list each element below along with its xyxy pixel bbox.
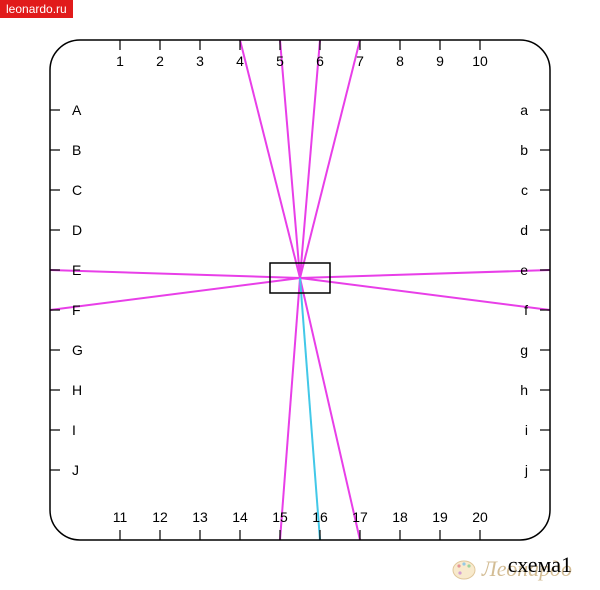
svg-text:E: E — [72, 262, 81, 278]
svg-text:10: 10 — [472, 53, 488, 69]
svg-text:8: 8 — [396, 53, 404, 69]
svg-text:i: i — [525, 422, 528, 438]
svg-text:7: 7 — [356, 53, 364, 69]
svg-text:6: 6 — [316, 53, 324, 69]
svg-text:20: 20 — [472, 509, 488, 525]
svg-text:19: 19 — [432, 509, 448, 525]
svg-text:13: 13 — [192, 509, 208, 525]
svg-text:F: F — [72, 302, 81, 318]
svg-text:17: 17 — [352, 509, 368, 525]
svg-text:16: 16 — [312, 509, 328, 525]
svg-text:4: 4 — [236, 53, 244, 69]
svg-text:2: 2 — [156, 53, 164, 69]
svg-text:e: e — [520, 262, 528, 278]
svg-text:I: I — [72, 422, 76, 438]
svg-text:C: C — [72, 182, 82, 198]
diagram-caption: схема1 — [508, 552, 572, 578]
svg-text:1: 1 — [116, 53, 124, 69]
svg-text:a: a — [520, 102, 528, 118]
svg-text:b: b — [520, 142, 528, 158]
svg-text:15: 15 — [272, 509, 288, 525]
svg-text:12: 12 — [152, 509, 168, 525]
svg-text:H: H — [72, 382, 82, 398]
svg-text:d: d — [520, 222, 528, 238]
svg-text:f: f — [524, 302, 528, 318]
diagram-caption-text: схема1 — [508, 552, 572, 577]
svg-text:11: 11 — [113, 509, 128, 525]
svg-text:c: c — [521, 182, 528, 198]
kumihimo-board-diagram: 1234567891011121314151617181920ABCDEFGHI… — [0, 0, 600, 590]
svg-text:G: G — [72, 342, 83, 358]
svg-text:3: 3 — [196, 53, 204, 69]
svg-text:h: h — [520, 382, 528, 398]
svg-text:5: 5 — [276, 53, 284, 69]
svg-text:18: 18 — [392, 509, 408, 525]
svg-text:g: g — [520, 342, 528, 358]
svg-text:j: j — [524, 462, 528, 478]
svg-text:14: 14 — [232, 509, 248, 525]
svg-text:A: A — [72, 102, 82, 118]
svg-text:J: J — [72, 462, 79, 478]
svg-text:B: B — [72, 142, 81, 158]
svg-text:D: D — [72, 222, 82, 238]
svg-text:9: 9 — [436, 53, 444, 69]
